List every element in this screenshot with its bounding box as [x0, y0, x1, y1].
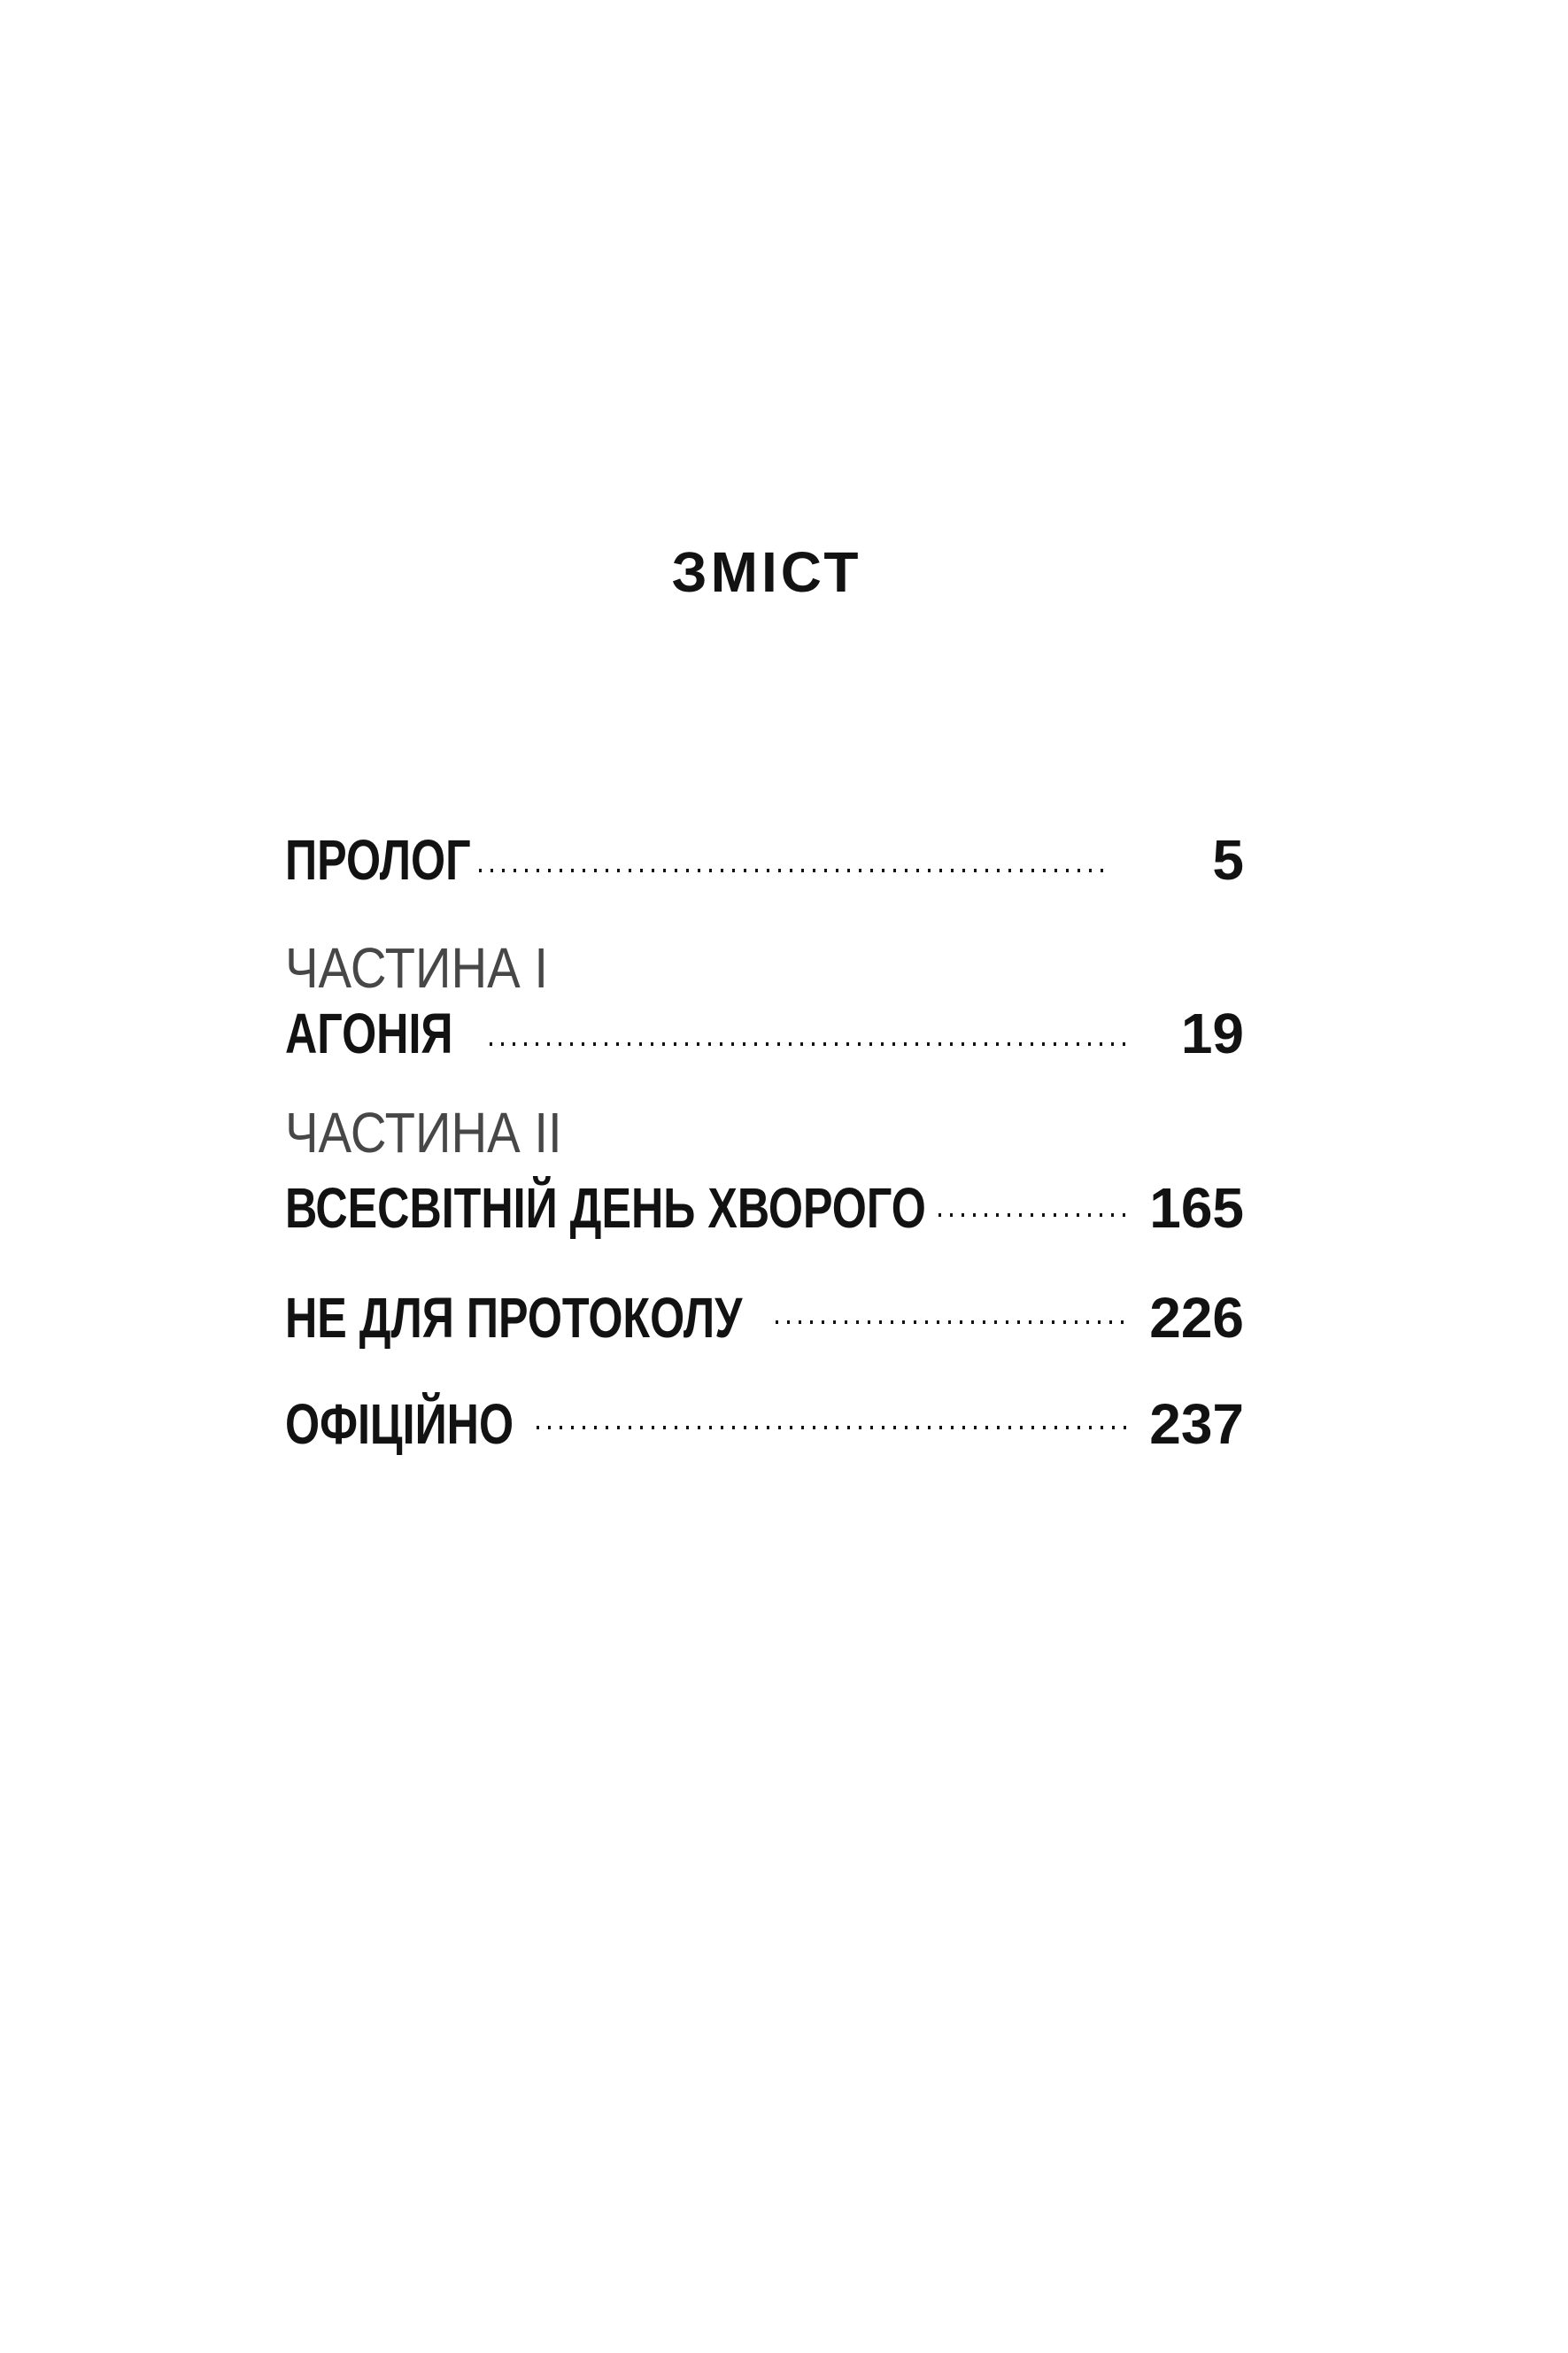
svg-text:ЧАСТИНА II: ЧАСТИНА II: [285, 1109, 562, 1162]
svg-text:ЧАСТИНА I: ЧАСТИНА I: [285, 944, 548, 997]
